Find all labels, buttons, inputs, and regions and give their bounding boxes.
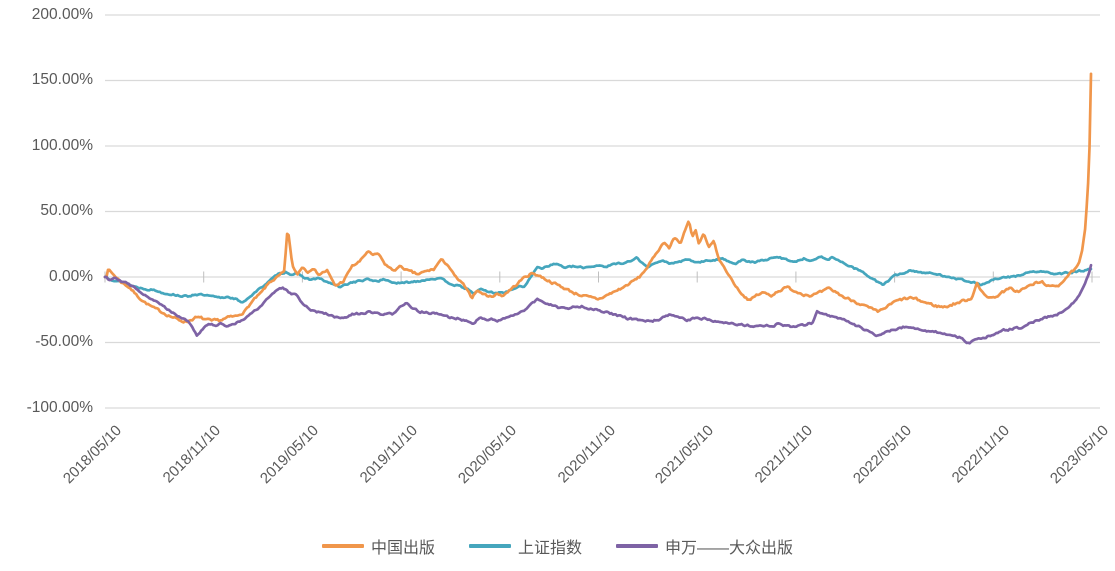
y-axis-tick-label: -50.00% [35, 333, 93, 350]
series-line-2 [103, 263, 1093, 345]
chart-legend: 中国出版 上证指数 申万——大众出版 [0, 534, 1115, 558]
y-axis-tick-label: 150.00% [31, 71, 93, 88]
y-axis-tick-label: 100.00% [31, 136, 93, 154]
y-axis-tick-label: -100.00% [26, 398, 93, 416]
legend-label: 申万——大众出版 [665, 540, 794, 557]
legend-line-swatch-orange [321, 544, 364, 548]
y-axis-tick-label: 0.00% [49, 267, 93, 285]
legend-item-shenwan-dazhong-chuban: 申万——大众出版 [616, 534, 793, 558]
legend-item-zhongguo-chuban: 中国出版 [321, 534, 435, 558]
legend-line-swatch-teal [468, 544, 511, 548]
legend-label: 中国出版 [370, 540, 435, 557]
legend-item-shangzheng-zhishu: 上证指数 [468, 534, 582, 558]
y-axis-tick-label: 50.00% [40, 202, 93, 219]
y-axis-tick-label: 200.00% [31, 5, 93, 23]
legend-label: 上证指数 [517, 540, 582, 557]
series-line-0 [103, 72, 1093, 324]
legend-line-swatch-purple [616, 544, 658, 548]
